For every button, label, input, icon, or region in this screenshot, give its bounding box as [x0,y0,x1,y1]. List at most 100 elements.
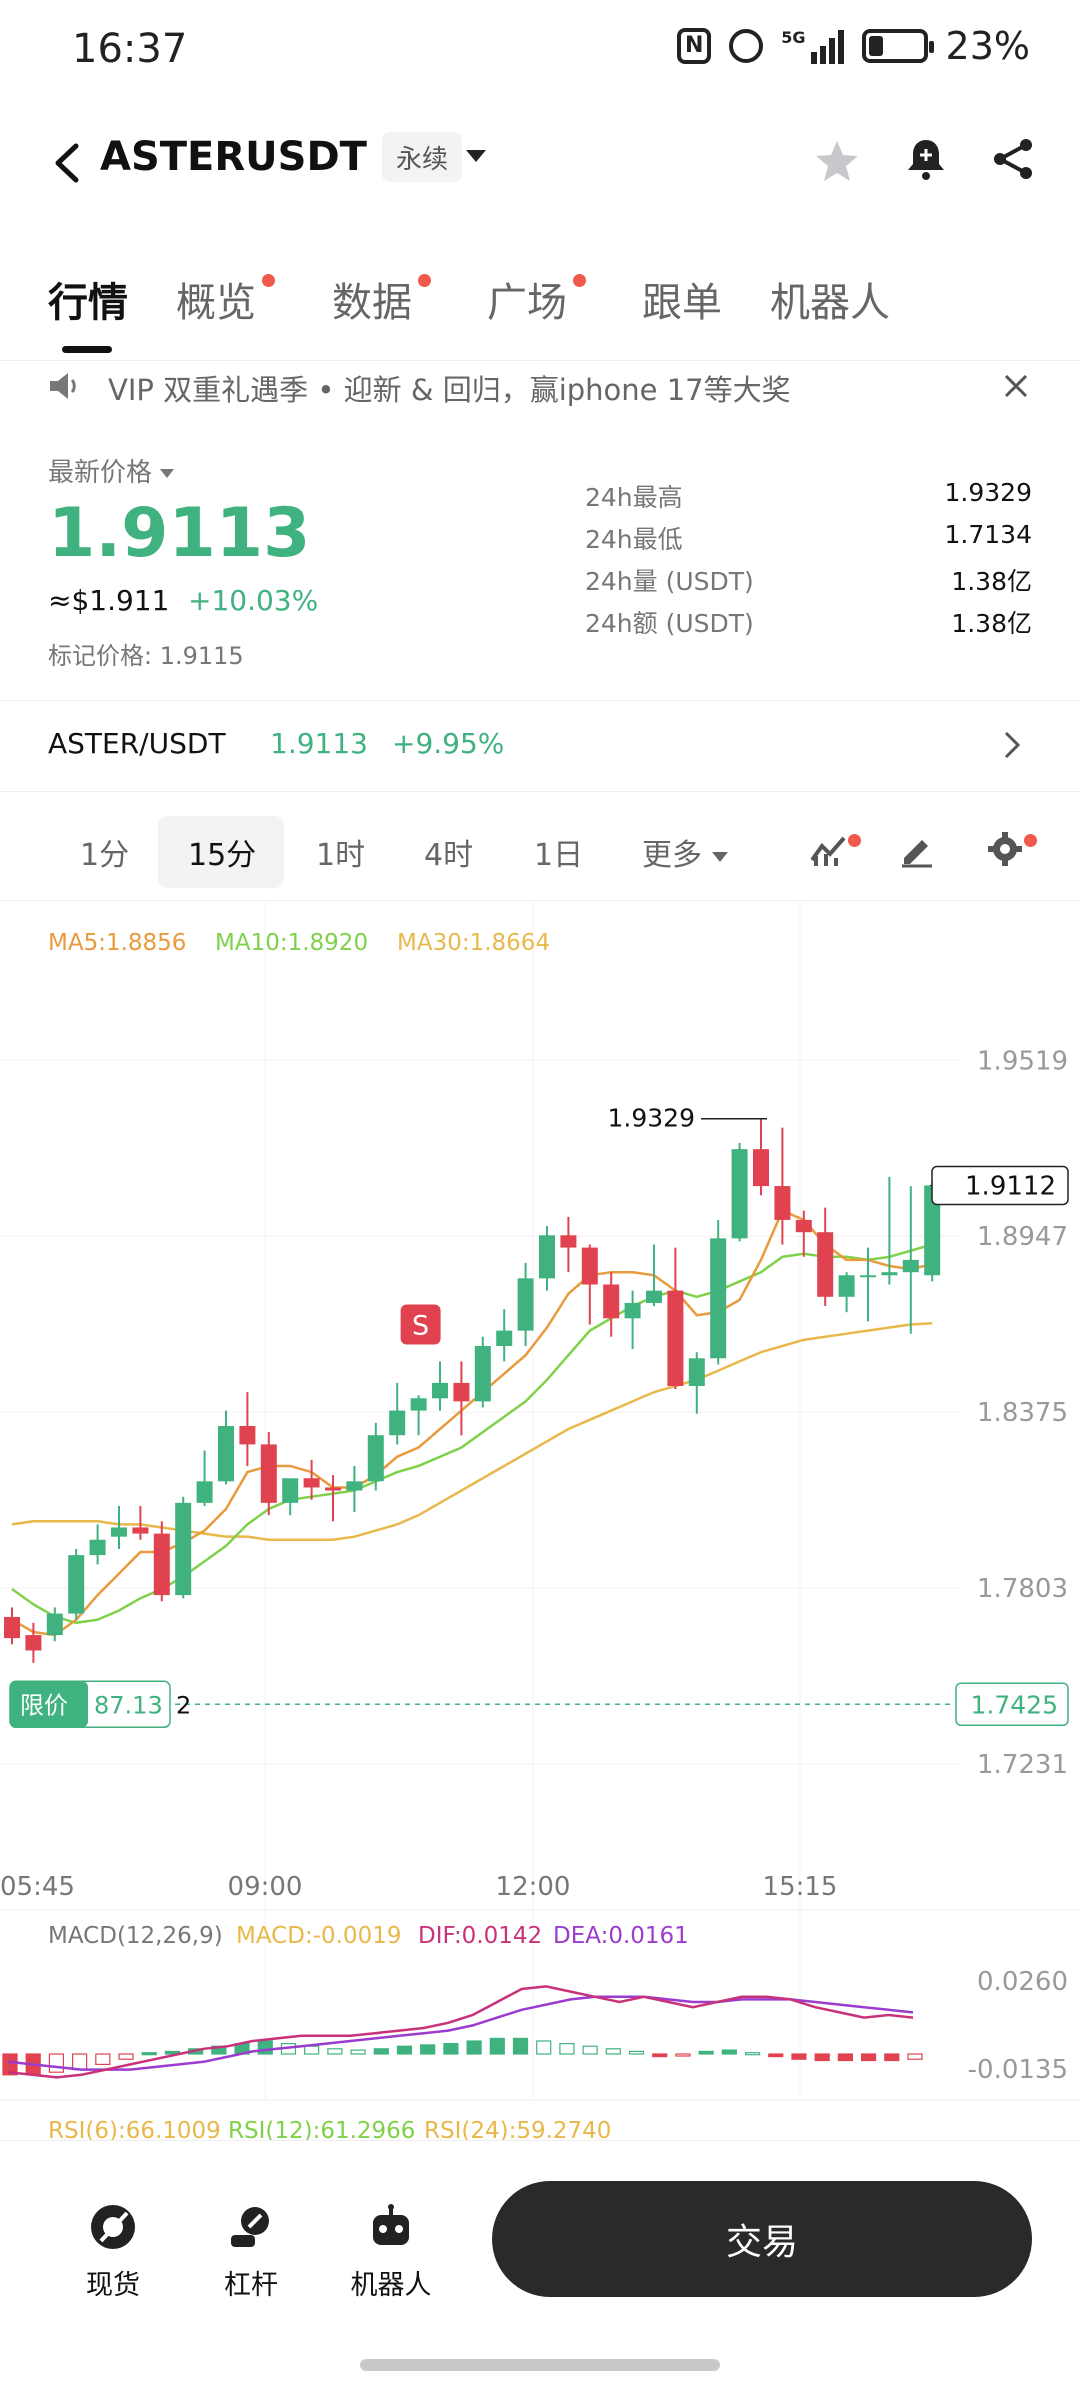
candle-body [902,1259,919,1273]
battery-icon [861,29,934,63]
home-indicator[interactable] [360,2359,720,2371]
kline-chart[interactable]: MA5:1.8856 MA10:1.8920 MA30:1.8664 1.9519 1.… [0,900,1080,2150]
candle-body [474,1346,491,1402]
macd-histogram-bar [327,2048,343,2055]
limit-order-value: 87.13 [94,1691,163,1719]
x-axis-label: 05:45 [0,1872,75,1902]
status-bar: 16:37 N 5G 23% [0,0,1080,100]
macd-histogram-bar [420,2044,436,2055]
draw-pen-icon[interactable] [898,832,936,868]
nav-spot[interactable]: 现货 [63,2201,163,2302]
robot-icon [373,2204,409,2245]
signal-icon: 5G [781,28,844,64]
spot-pair-name: ASTER/USDT [48,727,226,760]
chart-canvas[interactable]: MA5:1.8856 MA10:1.8920 MA30:1.8664 1.9519 1.… [0,900,1080,2144]
interval-1h[interactable]: 1时 [316,838,366,873]
macd-histogram-bar [304,2045,320,2055]
macd-histogram-bar [72,2053,88,2071]
price-change: +10.03% [188,584,319,617]
nav-robot-label: 机器人 [350,2270,432,2301]
stat-label: 24h最高 [585,483,683,512]
tab-overview[interactable]: 概览 [176,280,256,326]
candle-body [218,1425,234,1482]
stat-label: 24h额 (USDT) [585,609,754,638]
interval-15m[interactable]: 15分 [188,838,257,873]
nav-margin[interactable]: 杠杆 [201,2201,301,2302]
tab-copy-trade[interactable]: 跟单 [642,280,722,326]
macd-histogram-bar [443,2042,459,2055]
main-tabs: 行情 概览 数据 广场 跟单 机器人 [0,250,1080,360]
candle-body [795,1219,812,1233]
candle-body [753,1149,769,1187]
share-icon[interactable] [990,136,1036,182]
limit-order-badge [10,1681,88,1728]
current-price-tag [931,1165,1069,1206]
macd-histogram-bar [559,2042,575,2055]
candle-body [517,1278,534,1331]
alert-bell-icon[interactable] [904,136,948,182]
price-type-label: 最新价格 [48,458,153,488]
limit-price-tag [955,1682,1069,1727]
macd-histogram-bar [512,2037,529,2055]
candle-body [89,1539,106,1556]
macd-histogram-bar [814,2053,830,2062]
trade-button[interactable]: 交易 [492,2181,1032,2297]
candle-body [282,1478,299,1503]
tab-bots[interactable]: 机器人 [770,280,890,326]
back-icon[interactable] [48,138,88,188]
stat-value: 1.9329 [944,478,1032,507]
stat-value: 1.38亿 [951,609,1032,638]
tab-market[interactable]: 行情 [48,280,128,326]
nav-robot[interactable]: 机器人 [341,2201,441,2302]
current-price-text: 1.9112 [965,1171,1056,1201]
macd-histogram-bar [675,2053,691,2057]
interval-more[interactable]: 更多 [642,830,728,874]
ma5-line [11,1209,933,1637]
price-type-selector[interactable]: 最新价格 [48,452,175,489]
tab-data[interactable]: 数据 [332,280,412,326]
margin-icon [231,2207,269,2247]
macd-histogram-bar [141,2052,157,2056]
interval-4h[interactable]: 4时 [424,838,474,873]
tab-square[interactable]: 广场 [487,280,567,326]
symbol-title[interactable]: ASTERUSDT [100,134,367,180]
star-icon[interactable] [814,138,860,184]
spot-pair-change: +9.95% [392,727,505,760]
candle-body [132,1527,149,1534]
header: ASTERUSDT 永续 [0,110,1080,220]
candle-body [667,1290,684,1386]
candle-body [46,1613,63,1636]
sell-signal-text: S [412,1310,429,1341]
interval-selector: 1分 15分 1时 4时 1日 更多 [0,800,1080,901]
nav-margin-label: 杠杆 [224,2270,278,2301]
candle-body [4,1616,20,1639]
macd-histogram-bar [48,2053,65,2073]
candle-body [196,1481,213,1503]
nfc-icon: N [677,28,712,64]
close-icon[interactable] [1003,373,1029,399]
macd-histogram-bar [605,2048,621,2055]
macd-histogram-bar [698,2050,714,2055]
macd-histogram-bar [396,2045,413,2055]
indicator-icon[interactable] [810,832,850,868]
macd-dif-line [7,1985,914,2079]
macd-label: MACD(12,26,9) [48,1923,223,1949]
promo-banner[interactable]: VIP 双重礼遇季 • 迎新 & 回归，赢iphone 17等大奖 [0,360,1080,411]
nav-spot-label: 现货 [86,2270,140,2301]
tab-active-indicator [62,346,112,353]
alarm-icon [729,29,764,63]
y-axis-label: 1.8947 [977,1222,1068,1252]
candle-body [774,1186,791,1220]
interval-1d[interactable]: 1日 [534,838,584,873]
candle-body [603,1284,620,1319]
banner-text: VIP 双重礼遇季 • 迎新 & 回归，赢iphone 17等大奖 [108,373,791,407]
macd-value: MACD:-0.0019 [236,1923,401,1949]
macd-histogram-bar [257,2040,273,2055]
interval-1m[interactable]: 1分 [80,838,130,873]
settings-gear-icon[interactable] [986,830,1024,868]
spot-pair-row[interactable]: ASTER/USDT 1.9113 +9.95% [0,700,1080,792]
macd-histogram-bar [2,2053,18,2076]
caret-down-icon[interactable] [466,150,486,162]
contract-type-badge[interactable]: 永续 [382,132,463,182]
candle-body [838,1275,855,1297]
